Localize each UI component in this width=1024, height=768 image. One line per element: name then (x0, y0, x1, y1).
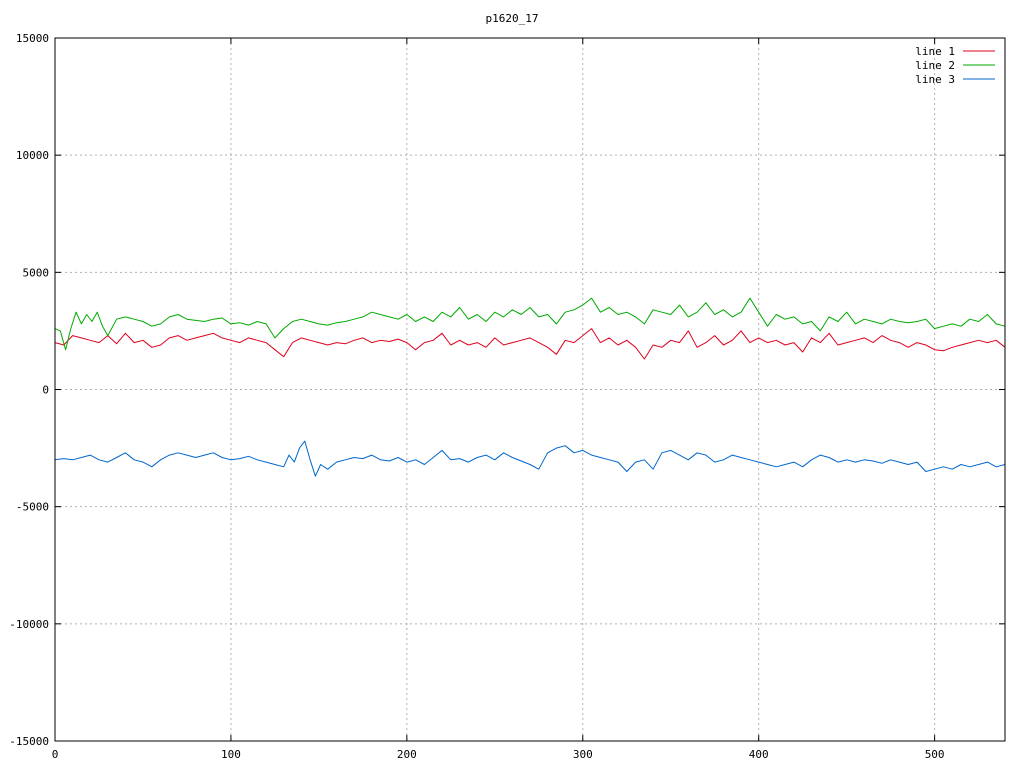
x-tick-label: 0 (52, 748, 59, 761)
x-tick-label: 500 (925, 748, 945, 761)
x-tick-label: 400 (749, 748, 769, 761)
y-tick-label: -15000 (9, 735, 49, 748)
series-line-1 (54, 328, 1006, 360)
y-tick-label: 5000 (23, 266, 50, 279)
legend-label-3: line 3 (915, 73, 955, 86)
axis-ticks (54, 37, 1005, 742)
series-line-3 (54, 440, 1006, 477)
y-tick-label: -10000 (9, 618, 49, 631)
grid-lines (55, 38, 1005, 741)
legend-label-1: line 1 (915, 45, 955, 58)
series-line-2 (54, 297, 1006, 351)
x-tick-label: 100 (221, 748, 241, 761)
tick-labels: 0 100 200 300 400 500 -15000 -10000 -5000 0 5000 10… (9, 32, 944, 761)
series-layer (54, 297, 1006, 477)
y-tick-label: 10000 (16, 149, 49, 162)
legend-label-2: line 2 (915, 59, 955, 72)
y-tick-label: -5000 (16, 501, 49, 514)
y-tick-label: 0 (42, 384, 49, 397)
chart-title: p1620_17 (486, 12, 539, 25)
y-tick-label: 15000 (16, 32, 49, 45)
x-tick-label: 200 (397, 748, 417, 761)
x-tick-label: 300 (573, 748, 593, 761)
